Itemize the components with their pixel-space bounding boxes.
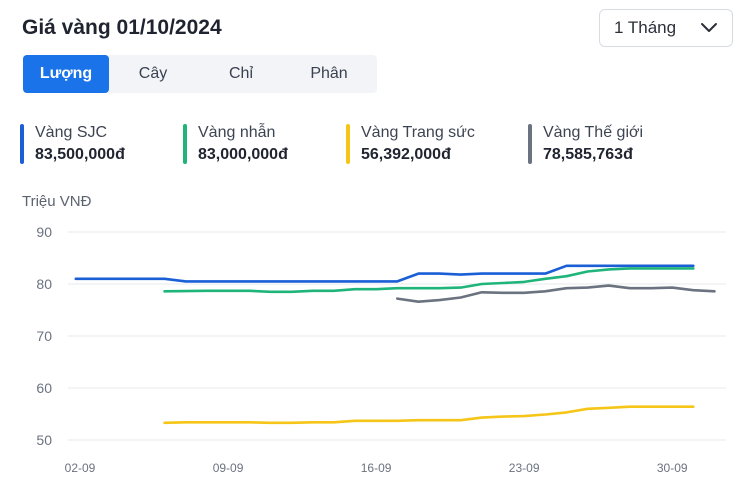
series-line-3 xyxy=(395,284,716,303)
legend-item-sjc[interactable]: Vàng SJC 83,500,000đ xyxy=(20,122,125,166)
legend-color-bar xyxy=(528,124,532,164)
y-tick-label: 80 xyxy=(36,276,52,292)
x-tick-label: 30-09 xyxy=(657,461,688,475)
time-range-label: 1 Tháng xyxy=(614,18,677,37)
x-tick-label: 23-09 xyxy=(509,461,540,475)
series-line-2 xyxy=(163,405,695,425)
legend-value: 56,392,000đ xyxy=(361,146,451,163)
x-tick-label: 09-09 xyxy=(213,461,244,475)
legend-item-nhan[interactable]: Vàng nhẫn 83,000,000đ xyxy=(183,122,288,166)
legend-value: 83,000,000đ xyxy=(198,146,288,163)
y-tick-label: 70 xyxy=(36,328,52,344)
tab-chi[interactable]: Chỉ xyxy=(228,65,253,82)
unit-tabs: Lượng Cây Chỉ Phân xyxy=(23,55,377,93)
legend-name: Vàng Thế giới xyxy=(543,124,644,141)
y-tick-label: 60 xyxy=(36,380,52,396)
legend-name: Vàng SJC xyxy=(35,124,108,141)
page-title: Giá vàng 01/10/2024 xyxy=(22,16,222,39)
series-line-0 xyxy=(74,264,695,283)
legend-item-trang-suc[interactable]: Vàng Trang sức 56,392,000đ xyxy=(346,122,475,166)
y-tick-label: 50 xyxy=(36,432,52,448)
time-range-select[interactable]: 1 Tháng xyxy=(599,9,733,47)
series-line-1 xyxy=(163,267,695,294)
tab-phan[interactable]: Phân xyxy=(310,65,348,82)
legend-item-the-gioi[interactable]: Vàng Thế giới 78,585,763đ xyxy=(528,122,643,166)
legend-color-bar xyxy=(20,124,24,164)
x-tick-label: 16-09 xyxy=(361,461,392,475)
gold-price-chart: 90 80 70 60 50 02-09 09-09 16-09 23-09 30-09 xyxy=(36,224,726,475)
legend-color-bar xyxy=(346,124,350,164)
legend-value: 78,585,763đ xyxy=(543,146,633,163)
legend-color-bar xyxy=(183,124,187,164)
legend-value: 83,500,000đ xyxy=(35,146,125,163)
tab-luong[interactable]: Lượng xyxy=(23,55,109,93)
y-axis-title: Triệu VNĐ xyxy=(22,193,92,210)
tab-cay[interactable]: Cây xyxy=(138,65,168,82)
chevron-down-icon xyxy=(701,23,717,32)
legend-name: Vàng nhẫn xyxy=(198,124,276,141)
x-tick-label: 02-09 xyxy=(65,461,96,475)
legend-name: Vàng Trang sức xyxy=(361,124,475,141)
y-tick-label: 90 xyxy=(36,224,52,240)
